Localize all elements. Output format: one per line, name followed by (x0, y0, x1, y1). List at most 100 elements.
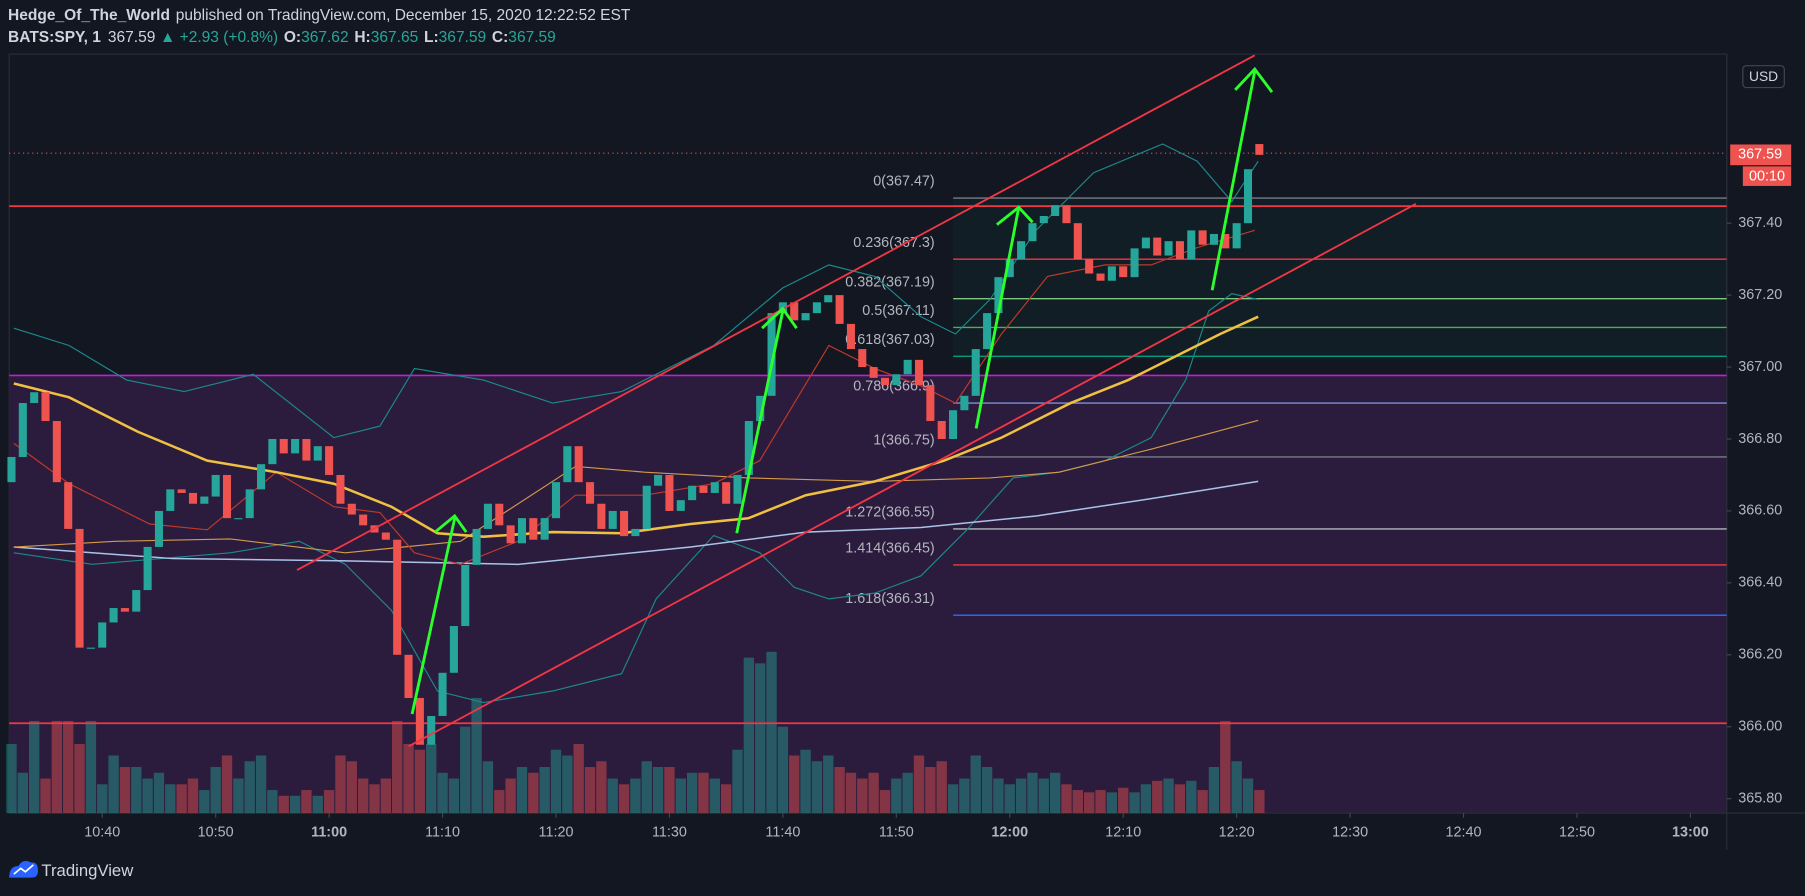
volume-bar (879, 790, 891, 814)
volume-layer (6, 651, 1265, 814)
candle-body (438, 672, 447, 716)
candle-body (926, 385, 935, 422)
x-tick-label: 11:20 (539, 824, 574, 840)
volume-bar (85, 720, 97, 814)
candle-body (1187, 230, 1196, 260)
volume-bar (437, 772, 448, 814)
candle-body (415, 697, 424, 745)
ma-long (13, 480, 1259, 566)
fib-label: 0.786(366.9) (853, 379, 935, 395)
y-tick-label: 366.80 (1738, 431, 1782, 447)
volume-bar (528, 772, 539, 814)
currency-box[interactable] (1742, 65, 1785, 89)
plot-background (8, 53, 1805, 850)
candle-body (1028, 223, 1037, 242)
y-tick-label: 366.40 (1738, 575, 1782, 591)
o-label: O: (284, 29, 301, 46)
candle-body (449, 626, 458, 673)
drawings (296, 54, 1417, 748)
candle-body (994, 277, 1003, 314)
candle-body (313, 446, 322, 461)
volume-bar (857, 778, 868, 814)
volume-bar (221, 755, 233, 814)
header-line-1: Hedge_Of_The_World published on TradingVi… (8, 7, 631, 24)
volume-bar (97, 784, 108, 814)
candle-body (98, 622, 107, 648)
volume-bar (789, 755, 800, 814)
candle-body (1255, 144, 1264, 155)
volume-bar (947, 784, 959, 814)
candle-body (608, 510, 617, 529)
volume-bar (834, 767, 845, 814)
candle-body (109, 608, 118, 623)
c-label: C: (492, 29, 508, 46)
candle-body (597, 503, 606, 529)
candle-body (790, 302, 799, 321)
countdown-badge (1742, 166, 1792, 186)
volume-bar (970, 755, 981, 814)
volume-bar (550, 749, 562, 814)
volume-bar (1049, 772, 1061, 814)
candle-body (52, 421, 61, 483)
volume-bar (1174, 784, 1186, 814)
candle-body (18, 403, 27, 457)
x-tick-label: 12:10 (1105, 824, 1141, 840)
candle-body (574, 446, 583, 483)
x-tick-label: 12:00 (991, 824, 1028, 840)
l-value: 367.59 (439, 29, 487, 46)
candle-body (812, 302, 821, 314)
x-tick-label: 10:50 (198, 824, 234, 840)
candle-body (461, 564, 470, 627)
candle-body (1141, 237, 1150, 249)
volume-bar (868, 772, 879, 814)
volume-bar (607, 778, 618, 814)
volume-bar (233, 778, 244, 814)
candle-body (846, 323, 855, 350)
volume-bar (584, 767, 596, 814)
candle-body (257, 464, 266, 490)
axes: 365.80 366.00 366.20 366.40 366.60 366.80 367.… (84, 144, 1792, 840)
candle-body (1051, 205, 1060, 216)
candle-body (7, 456, 16, 483)
candle-body (495, 503, 504, 526)
volume-bar (573, 743, 584, 814)
arrow (735, 310, 785, 534)
candle-body (744, 421, 753, 475)
ma-short (13, 315, 1259, 538)
last-price-badge (1730, 144, 1792, 166)
volume-bar (732, 749, 743, 814)
volume-bar (471, 697, 482, 814)
candle-body (835, 295, 844, 324)
volume-bar (6, 743, 17, 814)
candle-body (699, 485, 708, 493)
volume-bar (392, 720, 403, 814)
candle-body (824, 295, 833, 303)
arrow-head (434, 513, 468, 534)
y-tick-label: 367.00 (1738, 359, 1782, 375)
candle-body (676, 500, 685, 511)
candle-body (620, 510, 629, 537)
candle-body (132, 590, 141, 612)
candle-body (540, 518, 549, 540)
volume-bar (539, 767, 550, 814)
fib-layer: 0(367.47)0.236(367.3)0.382(367.19)0.5(36… (845, 174, 1727, 616)
candle-body (188, 492, 198, 504)
candle-body (166, 489, 175, 511)
volume-bar (244, 761, 255, 814)
volume-bar (1140, 784, 1152, 814)
l-label: L: (424, 29, 439, 46)
candle-body (222, 474, 232, 519)
channel-lower (408, 203, 1417, 748)
candle-body (1243, 169, 1253, 224)
candle-body (1232, 223, 1241, 249)
candle-body (1209, 233, 1218, 245)
ma-medium (13, 419, 1259, 554)
candle-body (279, 438, 288, 454)
footer-logo (9, 860, 38, 878)
currency[interactable]: USD (1749, 68, 1778, 84)
candle-body (200, 496, 209, 504)
h-label: H: (354, 29, 370, 46)
candle-body (154, 510, 163, 547)
volume-bar (1095, 790, 1106, 814)
volume-bar (1129, 792, 1140, 814)
